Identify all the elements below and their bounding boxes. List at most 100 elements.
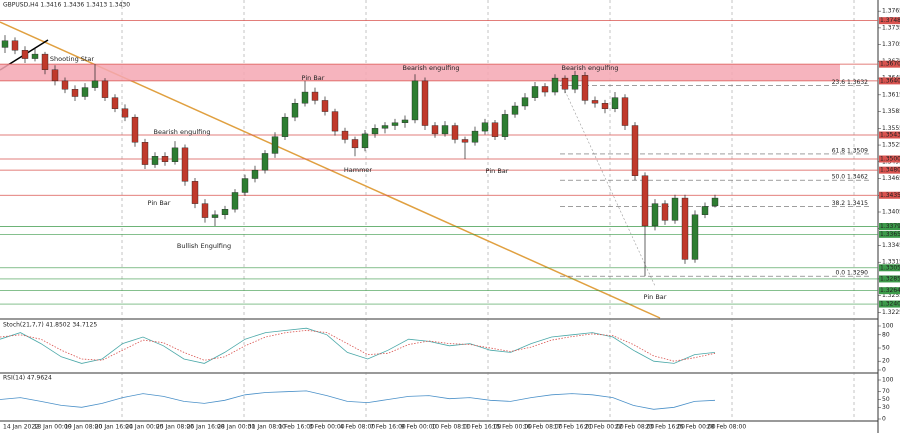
y-tick-label: 1.3345 (882, 242, 900, 249)
stoch-title: Stoch(21,7,7) 41.8502 34.7125 (3, 322, 97, 329)
candle-body (351, 139, 359, 149)
level-label: 1.3285 (880, 275, 900, 282)
candle-body (41, 53, 49, 70)
y-tick-label: 1.3615 (882, 91, 900, 98)
y-tick-label: 0 (882, 367, 886, 374)
candle-body (211, 214, 219, 218)
pattern-annotation: Pin Bar (302, 74, 325, 82)
pattern-annotation: Bearish engulfing (153, 128, 210, 136)
y-tick-label: 1.3765 (882, 8, 900, 15)
candle-body (261, 153, 269, 171)
candle-body (581, 75, 589, 101)
level-label-bg (879, 287, 900, 295)
pattern-annotation: Bearish engulfing (561, 64, 618, 72)
candle-body (111, 97, 119, 109)
x-tick-label: 20 Jan 16:00 (95, 424, 133, 431)
candle-body (711, 197, 719, 207)
candle-body (251, 169, 259, 179)
candle-body (401, 119, 409, 123)
candle-body (231, 192, 239, 210)
x-tick-label: 9 Feb 00:00 (401, 424, 437, 431)
candle-body (481, 122, 489, 132)
indicator-line (0, 390, 716, 410)
level-label-bg (879, 131, 900, 139)
candle-body (531, 86, 539, 98)
level-label: 1.3670 (880, 61, 900, 68)
candle-body (651, 203, 659, 227)
y-tick-label: 1.3315 (882, 259, 900, 266)
candle-body (441, 125, 449, 135)
candle-body (621, 97, 629, 126)
candle-body (361, 133, 369, 149)
y-tick-label: 1.3555 (882, 125, 900, 132)
level-label-bg (879, 230, 900, 238)
level-label-bg (879, 191, 900, 199)
candle-body (181, 147, 189, 182)
candle-body (21, 50, 29, 59)
candle-body (541, 86, 549, 93)
x-tick-label: 26 Jan 16:00 (187, 424, 225, 431)
level-label-bg (879, 166, 900, 174)
candle-body (451, 125, 459, 140)
pattern-annotation: Hammer (344, 166, 373, 174)
candle-body (241, 178, 249, 193)
candle-body (141, 142, 149, 165)
candle-body (171, 147, 179, 162)
level-label: 1.3500 (880, 156, 900, 163)
candle-body (551, 77, 559, 93)
level-label-bg (879, 17, 900, 25)
x-tick-label: 25 Jan 08:00 (156, 424, 194, 431)
candle-body (81, 87, 89, 97)
y-tick-label: 100 (882, 323, 894, 330)
y-tick-label: 1.3705 (882, 41, 900, 48)
y-tick-label: 1.3225 (882, 309, 900, 316)
candle-body (521, 97, 529, 107)
chart-title: GBPUSD,H4 1.3416 1.3436 1.3413 1.3430 (3, 2, 130, 9)
level-label: 1.3543 (880, 132, 900, 139)
candle-body (411, 80, 419, 121)
y-tick-label: 70 (882, 388, 890, 395)
level-label: 1.3240 (880, 301, 900, 308)
level-label-bg (879, 77, 900, 85)
pattern-annotation: Bearish engulfing (402, 64, 459, 72)
fib-anchor (559, 79, 656, 287)
candle-body (641, 175, 649, 227)
candle-body (691, 214, 699, 260)
candle-body (561, 77, 569, 90)
candle-body (491, 122, 499, 137)
candle-body (601, 103, 609, 109)
level-label-bg (879, 223, 900, 231)
y-tick-label: 0 (882, 416, 886, 423)
candle-body (301, 91, 309, 104)
candle-body (391, 122, 399, 126)
x-tick-label: 4 Feb 08:00 (340, 424, 376, 431)
y-tick-label: 1.3465 (882, 175, 900, 182)
resistance-zone (0, 64, 840, 81)
candle-body (201, 203, 209, 218)
fib-label: 23.6 1.3632 (832, 79, 868, 86)
candle-body (631, 125, 639, 176)
x-tick-label: 1 Feb 16:00 (278, 424, 314, 431)
y-tick-label: 50 (882, 396, 890, 403)
y-tick-label: 1.3585 (882, 108, 900, 115)
level-label: 1.3365 (880, 231, 900, 238)
x-tick-label: 31 Jan 08:00 (248, 424, 286, 431)
y-tick-label: 50 (882, 345, 890, 352)
candle-body (151, 156, 159, 165)
x-tick-label: 11 Feb 16:00 (462, 424, 502, 431)
x-tick-label: 16 Feb 08:00 (523, 424, 563, 431)
candle-body (71, 89, 79, 97)
x-tick-label: 24 Jan 00:00 (125, 424, 163, 431)
rsi-title: RSI(14) 47.9624 (3, 375, 52, 382)
candle-body (121, 108, 129, 118)
y-tick-label: 80 (882, 331, 890, 338)
y-tick-label: 30 (882, 404, 890, 411)
candle-body (331, 111, 339, 132)
level-label-bg (879, 300, 900, 308)
indicator-line (0, 329, 716, 362)
x-tick-label: 14 Jan 2022 (3, 424, 39, 431)
y-tick-label: 20 (882, 358, 890, 365)
level-label-bg (879, 275, 900, 283)
level-label-bg (879, 60, 900, 68)
